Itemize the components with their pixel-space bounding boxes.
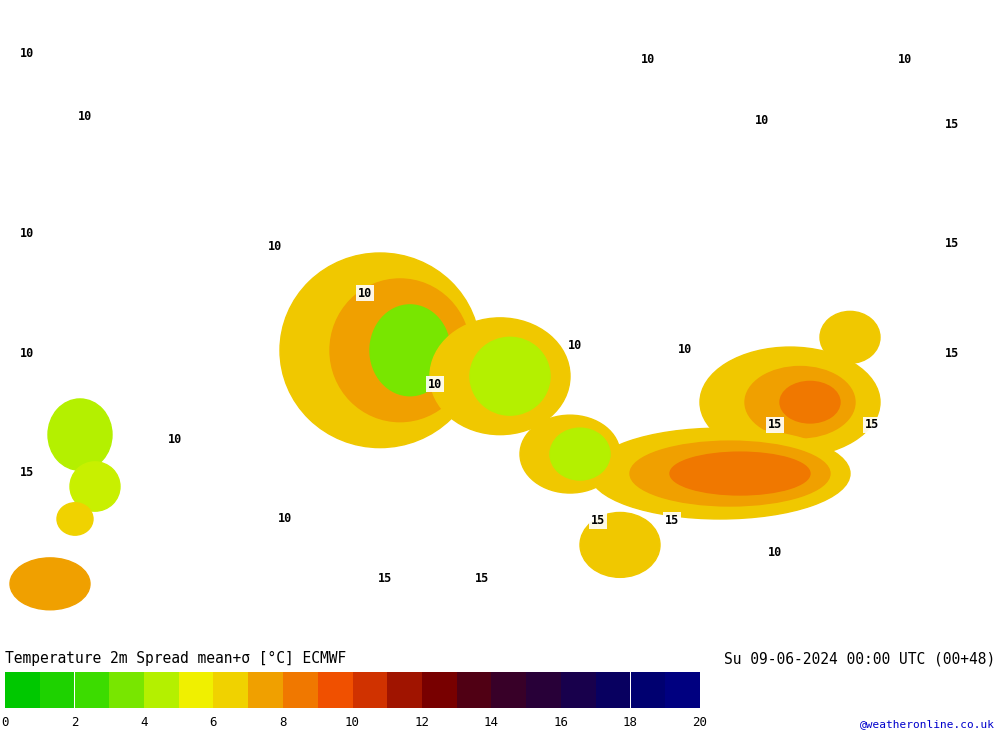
- Bar: [283, 672, 318, 708]
- Ellipse shape: [745, 366, 855, 438]
- Text: 10: 10: [20, 47, 34, 59]
- Text: 15: 15: [945, 237, 959, 250]
- Ellipse shape: [70, 462, 120, 511]
- Text: Su 09-06-2024 00:00 UTC (00+48): Su 09-06-2024 00:00 UTC (00+48): [724, 651, 995, 666]
- Bar: [40, 672, 74, 708]
- Bar: [74, 672, 109, 708]
- Ellipse shape: [820, 312, 880, 364]
- Ellipse shape: [10, 558, 90, 610]
- Text: 20: 20: [692, 716, 708, 729]
- Text: 10: 10: [898, 54, 912, 66]
- Text: 10: 10: [428, 377, 442, 391]
- Text: @weatheronline.co.uk: @weatheronline.co.uk: [860, 719, 995, 729]
- Bar: [248, 672, 283, 708]
- Bar: [457, 672, 491, 708]
- Bar: [561, 672, 596, 708]
- Text: 15: 15: [945, 347, 959, 360]
- Ellipse shape: [470, 337, 550, 415]
- Bar: [318, 672, 352, 708]
- Text: 15: 15: [768, 419, 782, 432]
- Ellipse shape: [700, 347, 880, 457]
- Ellipse shape: [580, 512, 660, 578]
- Bar: [596, 672, 630, 708]
- Text: 10: 10: [678, 342, 692, 356]
- Text: 16: 16: [554, 716, 568, 729]
- Text: 10: 10: [358, 287, 372, 300]
- Text: 10: 10: [568, 339, 582, 352]
- Ellipse shape: [780, 381, 840, 423]
- Ellipse shape: [630, 441, 830, 506]
- Text: 10: 10: [268, 240, 282, 253]
- Text: 12: 12: [415, 716, 430, 729]
- Text: 15: 15: [475, 572, 489, 585]
- Ellipse shape: [550, 428, 610, 480]
- Text: 15: 15: [378, 572, 392, 585]
- Text: 15: 15: [591, 514, 605, 527]
- Text: 10: 10: [20, 227, 34, 240]
- Text: 6: 6: [210, 716, 217, 729]
- Text: 10: 10: [78, 110, 92, 123]
- Ellipse shape: [370, 305, 450, 396]
- Ellipse shape: [330, 279, 470, 421]
- Bar: [109, 672, 144, 708]
- Text: 15: 15: [865, 419, 879, 432]
- Bar: [213, 672, 248, 708]
- Ellipse shape: [57, 503, 93, 535]
- Text: 0: 0: [1, 716, 9, 729]
- Ellipse shape: [48, 399, 112, 471]
- Text: 18: 18: [623, 716, 638, 729]
- Text: 15: 15: [20, 465, 34, 479]
- Text: 4: 4: [140, 716, 148, 729]
- Text: 8: 8: [279, 716, 287, 729]
- Text: 10: 10: [20, 347, 34, 360]
- Ellipse shape: [430, 318, 570, 435]
- Text: 10: 10: [345, 716, 360, 729]
- Text: 15: 15: [945, 118, 959, 131]
- Bar: [352, 672, 387, 708]
- Text: 10: 10: [755, 114, 769, 127]
- Bar: [5, 672, 40, 708]
- Text: 15: 15: [665, 514, 679, 527]
- Bar: [631, 672, 665, 708]
- Ellipse shape: [670, 452, 810, 495]
- Bar: [179, 672, 214, 708]
- Text: Temperature 2m Spread mean+σ [°C] ECMWF: Temperature 2m Spread mean+σ [°C] ECMWF: [5, 651, 346, 666]
- Text: 10: 10: [641, 54, 655, 66]
- Bar: [387, 672, 422, 708]
- Bar: [491, 672, 526, 708]
- Text: 2: 2: [71, 716, 78, 729]
- Ellipse shape: [520, 415, 620, 493]
- Bar: [144, 672, 179, 708]
- Text: 10: 10: [768, 546, 782, 559]
- Text: 10: 10: [168, 433, 182, 446]
- Bar: [665, 672, 700, 708]
- Ellipse shape: [590, 428, 850, 519]
- Bar: [526, 672, 561, 708]
- Ellipse shape: [280, 253, 480, 448]
- Text: 14: 14: [484, 716, 499, 729]
- Bar: [422, 672, 457, 708]
- Text: 10: 10: [278, 512, 292, 526]
